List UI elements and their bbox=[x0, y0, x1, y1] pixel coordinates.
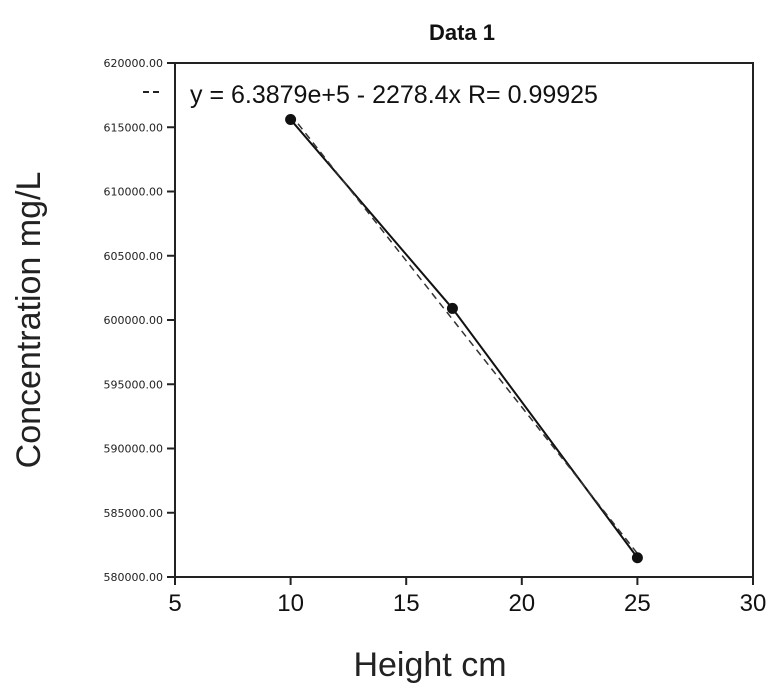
data-point bbox=[446, 302, 458, 314]
y-axis: 580000.00 585000.00 590000.00 595000.00 6000… bbox=[104, 57, 175, 584]
x-tick-label: 20 bbox=[508, 590, 535, 617]
y-tick-label: 620000.00 bbox=[104, 57, 164, 70]
x-tick-label: 5 bbox=[168, 590, 181, 617]
x-axis-title: Height cm bbox=[353, 646, 506, 684]
plot-frame bbox=[174, 62, 754, 578]
chart-title: Data 1 bbox=[429, 20, 495, 45]
x-axis: 5 10 15 20 25 30 bbox=[168, 577, 766, 617]
series-lines bbox=[289, 113, 639, 559]
series-line bbox=[289, 118, 639, 559]
y-tick-label: 580000.00 bbox=[104, 571, 164, 584]
y-tick-label: 600000.00 bbox=[104, 314, 164, 327]
y-tick-label: 610000.00 bbox=[104, 186, 164, 199]
x-tick-label: 25 bbox=[624, 590, 651, 617]
data-point bbox=[631, 552, 643, 564]
y-tick-label: 605000.00 bbox=[104, 250, 164, 263]
fit-equation: y = 6.3879e+5 - 2278.4x R= 0.99925 bbox=[190, 81, 598, 109]
y-tick-label: 585000.00 bbox=[104, 507, 164, 520]
y-tick-label: 590000.00 bbox=[104, 443, 164, 456]
data-points bbox=[285, 114, 643, 564]
y-axis-title: Concentration mg/L bbox=[10, 172, 48, 469]
x-tick-label: 30 bbox=[740, 590, 767, 617]
y-tick-label: 595000.00 bbox=[104, 378, 164, 391]
data-point bbox=[285, 114, 297, 126]
x-tick-label: 10 bbox=[277, 590, 304, 617]
x-tick-label: 15 bbox=[393, 590, 420, 617]
fit-line bbox=[290, 113, 638, 554]
y-tick-label: 615000.00 bbox=[104, 121, 164, 134]
